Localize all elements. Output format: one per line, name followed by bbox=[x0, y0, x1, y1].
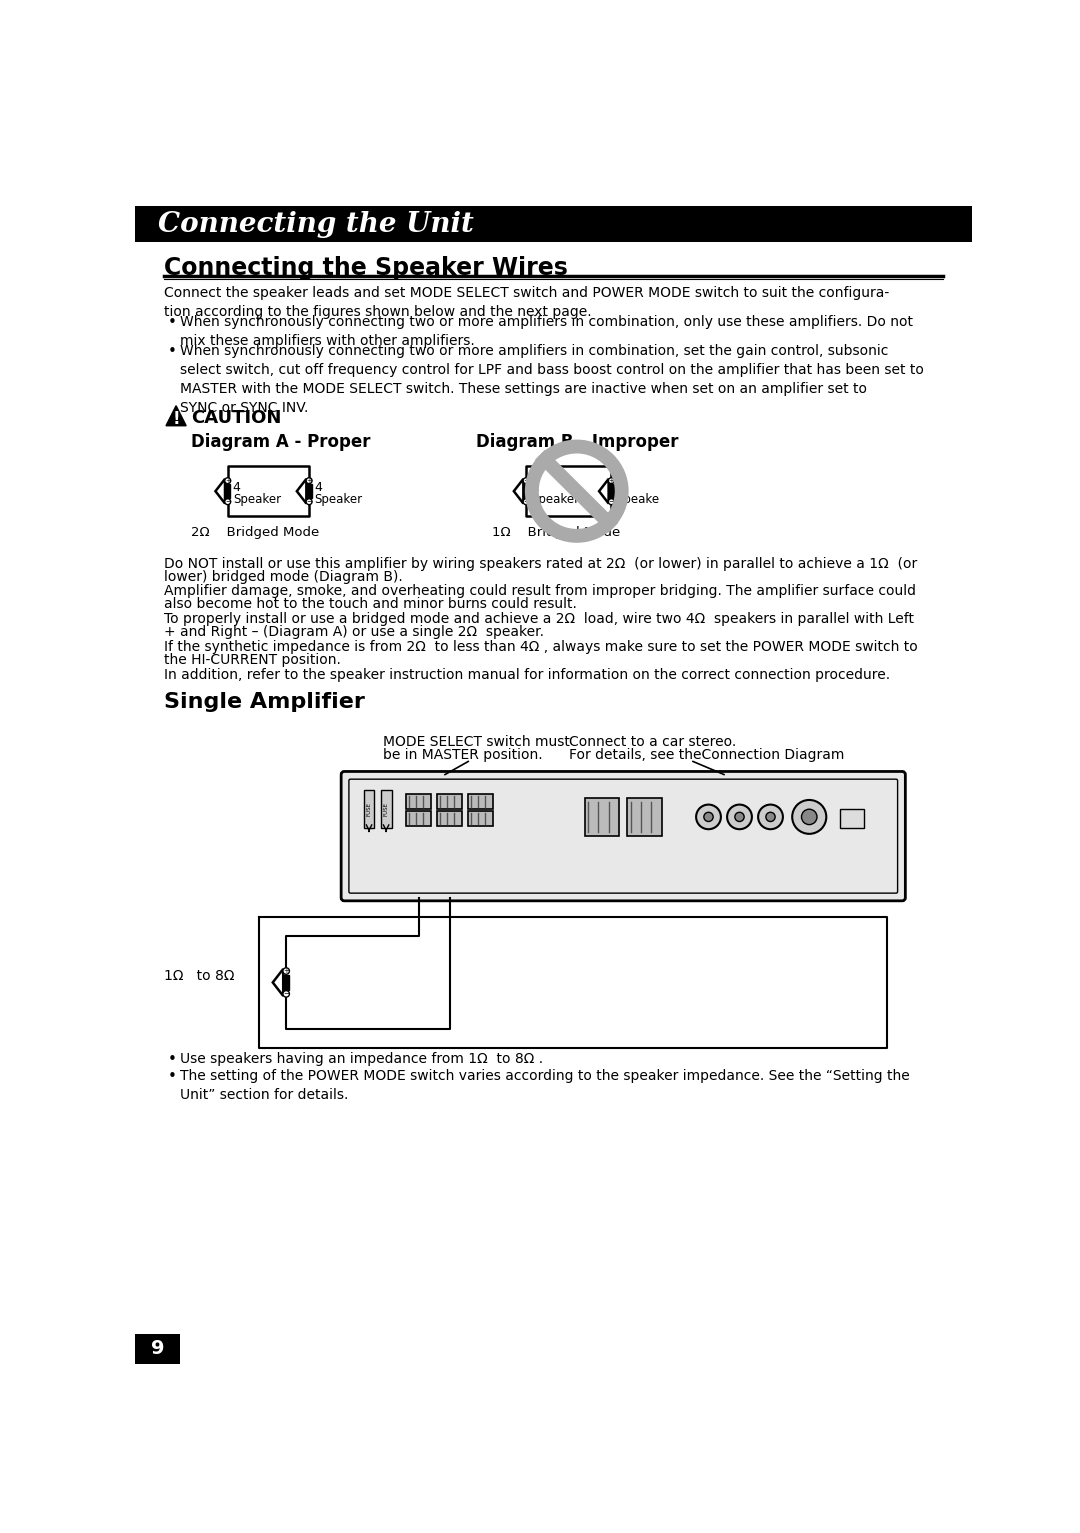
Text: −: − bbox=[608, 498, 615, 504]
Circle shape bbox=[766, 812, 775, 822]
Text: also become hot to the touch and minor burns could result.: also become hot to the touch and minor b… bbox=[164, 598, 578, 612]
Circle shape bbox=[727, 805, 752, 829]
Text: −: − bbox=[225, 498, 231, 504]
Circle shape bbox=[523, 478, 529, 483]
Text: 4: 4 bbox=[233, 481, 241, 494]
Text: Do NOT install or use this amplifier by wiring speakers rated at 2Ω  (or lower) : Do NOT install or use this amplifier by … bbox=[164, 556, 918, 570]
Text: be in MASTER position.: be in MASTER position. bbox=[383, 748, 542, 762]
Bar bbox=[225, 484, 230, 498]
Text: •: • bbox=[167, 1069, 176, 1084]
Circle shape bbox=[306, 478, 312, 483]
Text: +: + bbox=[608, 478, 615, 484]
Text: To properly install or use a bridged mode and achieve a 2Ω  load, wire two 4Ω  s: To properly install or use a bridged mod… bbox=[164, 612, 915, 625]
Text: Connecting the Unit: Connecting the Unit bbox=[159, 210, 474, 238]
Text: −: − bbox=[306, 498, 312, 504]
Text: MODE SELECT switch must: MODE SELECT switch must bbox=[383, 734, 570, 748]
Text: FUSE: FUSE bbox=[366, 802, 372, 816]
Bar bbox=[406, 794, 431, 809]
Bar bbox=[307, 484, 312, 498]
Bar bbox=[437, 794, 462, 809]
Text: The setting of the POWER MODE switch varies according to the speaker impedance. : The setting of the POWER MODE switch var… bbox=[180, 1069, 909, 1102]
Circle shape bbox=[225, 478, 231, 483]
Text: 1Ω    Bridged Mode: 1Ω Bridged Mode bbox=[491, 526, 620, 538]
Bar bbox=[380, 789, 392, 828]
Bar bbox=[524, 484, 529, 498]
Text: Connect to a car stereo.: Connect to a car stereo. bbox=[569, 734, 737, 748]
FancyBboxPatch shape bbox=[341, 771, 905, 901]
Text: +: + bbox=[523, 478, 529, 484]
Bar bbox=[627, 797, 662, 835]
Text: Single Amplifier: Single Amplifier bbox=[164, 693, 365, 713]
Text: 2: 2 bbox=[617, 481, 624, 494]
Text: +: + bbox=[283, 967, 289, 973]
Circle shape bbox=[306, 498, 312, 504]
Circle shape bbox=[608, 498, 615, 504]
Text: FUSE: FUSE bbox=[383, 802, 389, 816]
Text: When synchronously connecting two or more amplifiers in combination, only use th: When synchronously connecting two or mor… bbox=[180, 314, 913, 348]
Text: •: • bbox=[167, 1052, 176, 1067]
Text: −: − bbox=[523, 498, 529, 504]
Bar bbox=[609, 484, 615, 498]
Text: 2Ω    Bridged Mode: 2Ω Bridged Mode bbox=[191, 526, 319, 538]
Bar bbox=[135, 205, 972, 242]
Text: Connect the speaker leads and set MODE SELECT switch and POWER MODE switch to su: Connect the speaker leads and set MODE S… bbox=[164, 285, 890, 319]
Polygon shape bbox=[166, 406, 186, 426]
Circle shape bbox=[225, 498, 231, 504]
Circle shape bbox=[801, 809, 816, 825]
Text: !: ! bbox=[173, 409, 180, 428]
Circle shape bbox=[283, 990, 289, 996]
Bar bbox=[584, 797, 619, 835]
Circle shape bbox=[523, 498, 529, 504]
Circle shape bbox=[734, 812, 744, 822]
Bar bbox=[135, 1334, 180, 1364]
Text: Use speakers having an impedance from 1Ω  to 8Ω .: Use speakers having an impedance from 1Ω… bbox=[180, 1052, 543, 1065]
Text: the HI-CURRENT position.: the HI-CURRENT position. bbox=[164, 653, 341, 667]
Text: Diagram B - Improper: Diagram B - Improper bbox=[476, 434, 678, 451]
Text: 4: 4 bbox=[314, 481, 322, 494]
Text: Speake: Speake bbox=[617, 492, 660, 506]
Bar bbox=[406, 811, 431, 826]
Circle shape bbox=[283, 967, 289, 975]
Circle shape bbox=[704, 812, 713, 822]
Bar bbox=[469, 794, 494, 809]
Bar bbox=[283, 975, 289, 990]
FancyBboxPatch shape bbox=[349, 779, 897, 894]
Text: Diagram A - Proper: Diagram A - Proper bbox=[191, 434, 370, 451]
Text: +: + bbox=[225, 478, 231, 484]
Text: If the synthetic impedance is from 2Ω  to less than 4Ω , always make sure to set: If the synthetic impedance is from 2Ω to… bbox=[164, 639, 918, 653]
Bar bbox=[364, 789, 375, 828]
Text: CAUTION: CAUTION bbox=[191, 409, 281, 426]
Text: lower) bridged mode (Diagram B).: lower) bridged mode (Diagram B). bbox=[164, 570, 403, 584]
Circle shape bbox=[697, 805, 721, 829]
Text: Connecting the Speaker Wires: Connecting the Speaker Wires bbox=[164, 256, 568, 281]
Text: +: + bbox=[306, 478, 312, 484]
Circle shape bbox=[758, 805, 783, 829]
Text: When synchronously connecting two or more amplifiers in combination, set the gai: When synchronously connecting two or mor… bbox=[180, 343, 923, 415]
Text: Speaker: Speaker bbox=[531, 492, 579, 506]
Text: Speaker: Speaker bbox=[233, 492, 281, 506]
Text: For details, see the​Connection Diagram: For details, see the​Connection Diagram bbox=[569, 748, 845, 762]
Bar bbox=[840, 809, 864, 828]
Text: 9: 9 bbox=[151, 1340, 164, 1358]
Text: Amplifier damage, smoke, and overheating could result from improper bridging. Th: Amplifier damage, smoke, and overheating… bbox=[164, 584, 917, 598]
Bar bbox=[437, 811, 462, 826]
Text: 2: 2 bbox=[531, 481, 539, 494]
Text: Speaker: Speaker bbox=[314, 492, 362, 506]
Text: −: − bbox=[283, 990, 289, 996]
Text: 1Ω   to 8Ω: 1Ω to 8Ω bbox=[164, 969, 235, 983]
Text: + and Right – (Diagram A) or use a single 2Ω  speaker.: + and Right – (Diagram A) or use a singl… bbox=[164, 625, 544, 639]
Circle shape bbox=[793, 800, 826, 834]
Text: •: • bbox=[167, 314, 176, 330]
Text: In addition, refer to the speaker instruction manual for information on the corr: In addition, refer to the speaker instru… bbox=[164, 667, 891, 682]
Bar bbox=[469, 811, 494, 826]
Circle shape bbox=[608, 478, 615, 483]
Text: •: • bbox=[167, 343, 176, 359]
